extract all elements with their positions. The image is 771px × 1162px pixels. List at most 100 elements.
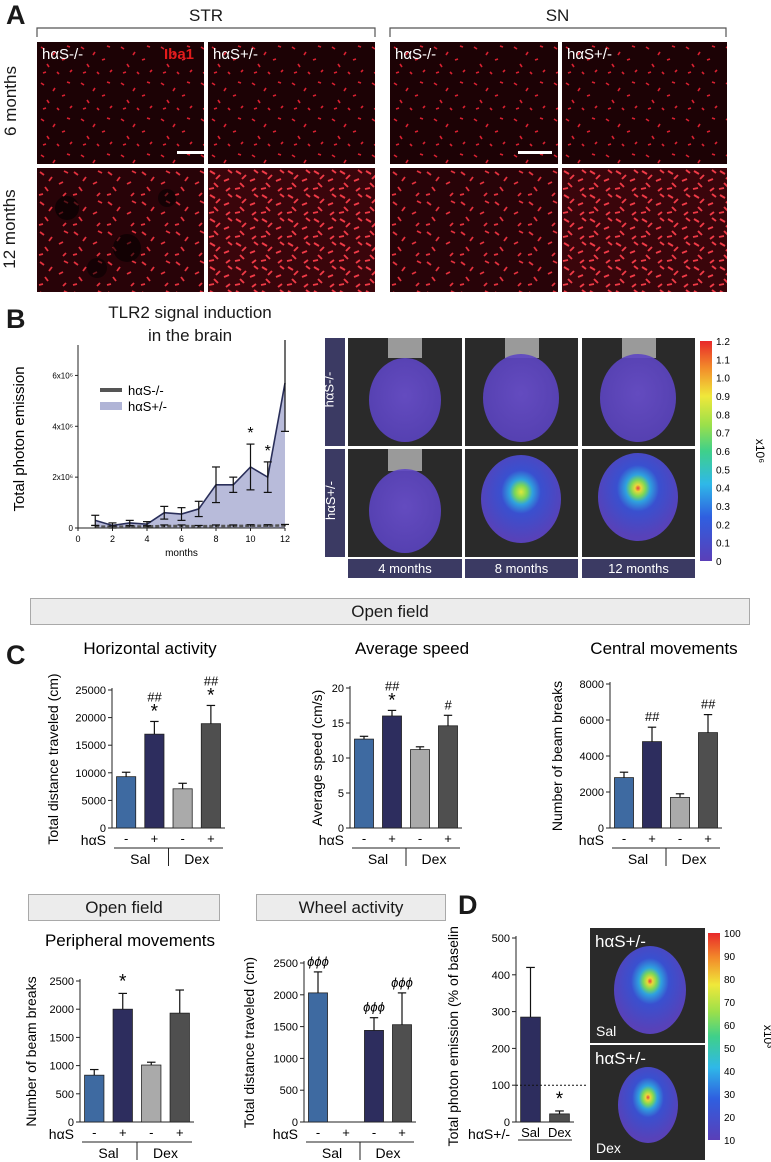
significance-marker: * [151,701,159,722]
micrograph-texture [208,168,375,292]
bar [382,715,402,829]
colorbar-tick-label: 0.7 [716,429,730,440]
y-axis-label: Total photon emission [11,366,28,511]
x-tick-label: 0 [75,534,80,544]
y-axis-label: Number of beam breaks [23,976,39,1126]
category-label: - [418,831,422,846]
y-tick-label: 1500 [274,1022,298,1034]
colorbar-tick-label: 10 [724,1136,736,1147]
micrograph-texture [37,42,204,164]
significance-marker: ## [385,678,400,693]
chart-title: Central movements [590,639,737,658]
row-label: hαS+/- [468,1126,510,1142]
y-tick-label: 1000 [274,1053,298,1065]
micrograph-str-12m-neg [37,168,204,292]
group-brackets [36,27,727,37]
legend-swatch-pos [100,402,122,410]
x-tick-label: 12 [280,534,290,544]
panel-label-a: A [6,0,26,30]
y-tick-label: 4x10⁶ [52,422,73,431]
y-axis-label: Total distance traveled (cm) [45,673,61,844]
ivis-image-pos-8m [465,449,578,557]
ivis-col-label-8m: 8 months [465,559,578,578]
panel-label-b: B [6,304,26,334]
genotype-label: hαS-/- [42,46,84,63]
y-tick-label: 6000 [580,715,604,727]
iba1-stain-label: Iba1 [163,46,194,63]
colorbar-gradient [708,933,720,1140]
y-tick-label: 15 [332,718,344,730]
colorbar-tick-label: 100 [724,929,741,940]
colorbar-tick-label: 30 [724,1090,736,1101]
colorbar-tick-label: 0.8 [716,410,730,421]
colorbar-tick-label: 0 [716,557,722,568]
significance-marker: ϕϕϕ [391,975,413,990]
y-tick-label: 8000 [580,679,604,691]
ivis-image-pos-12m [582,449,695,557]
category-label: - [92,1125,96,1140]
series-line-pos [95,382,286,527]
genotype-label: hαS+/- [595,932,646,951]
chart-title: Average speed [355,639,469,658]
group-title-str: STR [189,6,223,25]
bar [169,1012,190,1123]
legend-label-neg: hαS-/- [128,383,164,398]
y-tick-label: 2000 [274,990,298,1002]
bar [410,749,430,829]
ivis-row-label-pos: hαS+/- [323,449,345,557]
micrograph-texture [37,168,204,292]
ivis-image-neg-8m [465,338,578,446]
colorbar-tick-label: 1.2 [716,337,730,348]
bar [84,1074,105,1123]
category-label: + [207,831,215,846]
colorbar-tick-label: 80 [724,975,736,986]
bar [698,732,718,829]
bar [614,777,634,829]
colorbar-tick-label: 0.1 [716,539,730,550]
genotype-label: hαS+/- [213,46,258,63]
category-label: + [398,1125,406,1140]
group-label: Sal [322,1145,342,1161]
significance-marker: * [556,1089,564,1110]
panel-label-c: C [6,640,26,670]
y-tick-label: 6x10⁶ [52,371,73,380]
ivis-heat [618,1067,678,1143]
y-tick-label: 500 [492,933,510,945]
y-tick-label: 2000 [50,1004,74,1016]
ivis-image-neg-12m [582,338,695,446]
category-label: + [119,1125,127,1140]
scale-bar [518,151,552,154]
y-tick-label: 2x10⁶ [52,473,73,482]
y-axis-label: Total distance traveled (cm) [241,957,257,1128]
significance-marker: * [119,971,127,992]
average-speed-chart: Average speed 0 5 10 15 20 Average speed (cm/s… [309,639,469,867]
y-tick-label: 0 [69,524,74,533]
y-tick-label: 500 [56,1089,74,1101]
genotype-label: hαS-/- [395,46,437,63]
genotype-label: hαS+/- [567,46,612,63]
y-tick-label: 2000 [580,787,604,799]
group-label: Sal [130,851,150,867]
genotype-label: hαS+/- [595,1049,646,1068]
x-axis-label: months [165,548,198,559]
category-label: Dex [548,1125,572,1140]
bar [364,1030,384,1123]
category-label: - [316,1125,320,1140]
colorbar-tick-label: 0.4 [716,484,730,495]
y-tick-label: 0 [598,823,604,835]
group-label: Dex [422,851,447,867]
ivis-image-dex: hαS+/- Dex [590,1045,705,1160]
bar [520,1016,541,1123]
ivis-heat [600,338,676,442]
micrograph-sn-6m-pos: hαS+/- [562,42,727,164]
y-tick-label: 400 [492,970,510,982]
chart-title: Peripheral movements [45,931,215,950]
x-tick-label: 10 [245,534,255,544]
scale-bar [177,151,204,154]
y-tick-label: 100 [492,1080,510,1092]
y-tick-label: 10000 [75,768,106,780]
ivis-heat [614,946,686,1034]
bar [172,788,193,829]
wheel-activity-header: Wheel activity [256,894,446,921]
y-tick-label: 2500 [50,976,74,988]
